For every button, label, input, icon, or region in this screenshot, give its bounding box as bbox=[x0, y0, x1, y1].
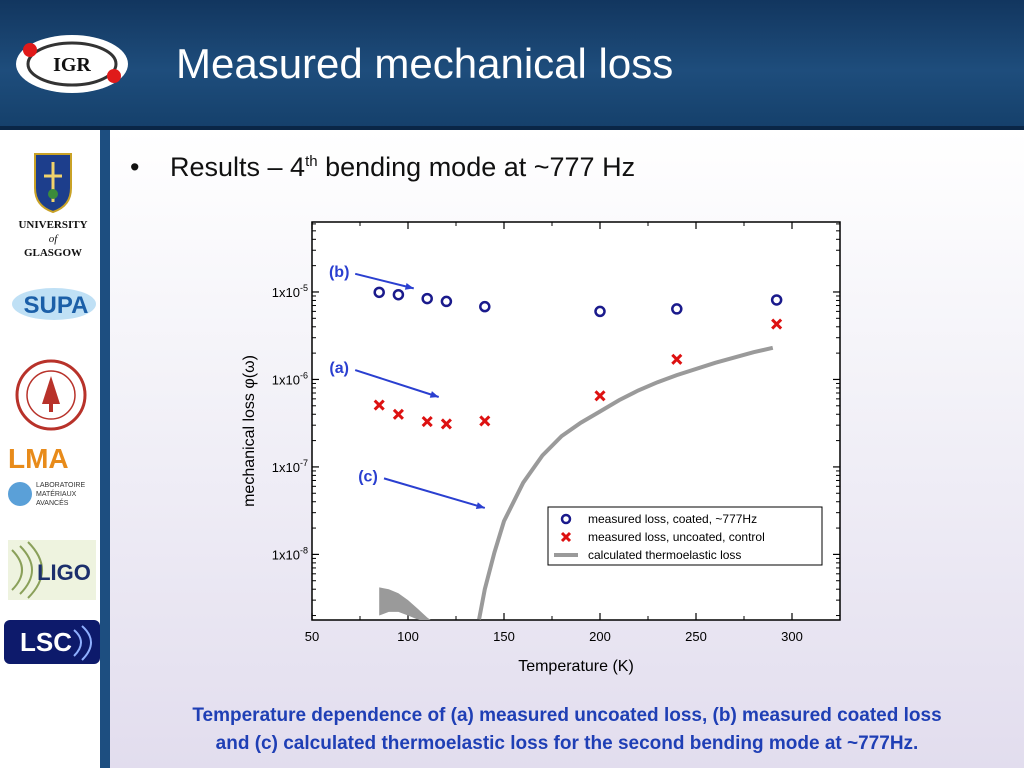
lma-logo: LMA LABORATOIRE MATÉRIAUX AVANCÉS bbox=[8, 443, 85, 507]
annotation-arrow-line bbox=[383, 477, 486, 509]
x-tick-label: 100 bbox=[397, 629, 419, 644]
coated-point bbox=[421, 292, 433, 305]
legend-entry-label: measured loss, uncoated, control bbox=[588, 530, 765, 544]
bullet-item: • Results – 4th bending mode at ~777 Hz bbox=[130, 152, 635, 183]
figure-caption: Temperature dependence of (a) measured u… bbox=[112, 702, 1022, 758]
y-tick-exponent: -7 bbox=[300, 458, 308, 468]
lsc-logo: LSC bbox=[4, 620, 100, 664]
uncoated-point bbox=[392, 408, 404, 420]
y-tick-exponent: -8 bbox=[300, 545, 308, 555]
lma-circle-icon bbox=[8, 482, 32, 506]
uncoated-point bbox=[671, 353, 683, 365]
uncoated-point bbox=[771, 318, 783, 330]
lma-sub-1: LABORATOIRE bbox=[36, 482, 85, 489]
annotation-arrow-line bbox=[354, 272, 415, 290]
glasgow-line-1: UNIVERSITY bbox=[18, 219, 87, 231]
y-tick-label: 1x10-8 bbox=[272, 545, 308, 562]
ligo-logo-text: LIGO bbox=[37, 560, 91, 585]
thermoelastic-low-band bbox=[379, 587, 431, 620]
logo-red-dot-right bbox=[107, 69, 121, 83]
x-tick-label: 200 bbox=[589, 629, 611, 644]
annotation-arrow-line bbox=[354, 369, 440, 398]
x-tick-label: 50 bbox=[305, 629, 319, 644]
coated-point bbox=[479, 300, 491, 313]
sidebar-rule bbox=[100, 130, 110, 768]
bullet-text: Results – 4 bbox=[170, 152, 306, 182]
lma-sub-3: AVANCÉS bbox=[36, 498, 69, 507]
coated-point bbox=[440, 295, 453, 308]
annotation-label: (a) bbox=[329, 360, 349, 377]
title-bar bbox=[0, 0, 1024, 128]
lma-logo-text: LMA bbox=[8, 443, 69, 474]
legend-uncoated-marker bbox=[560, 531, 572, 543]
annotation-label: (c) bbox=[358, 468, 378, 485]
legend-entry-label: calculated thermoelastic loss bbox=[588, 548, 741, 562]
ligo-logo: LIGO bbox=[8, 540, 96, 600]
glasgow-line-2: of bbox=[49, 233, 60, 245]
uncoated-point bbox=[594, 390, 606, 402]
uncoated-point bbox=[479, 415, 491, 427]
y-tick-label: 1x10-7 bbox=[272, 458, 308, 475]
y-tick-label: 1x10-5 bbox=[272, 283, 308, 300]
legend-box bbox=[547, 506, 823, 566]
thermoelastic-curve bbox=[477, 345, 774, 620]
glasgow-line-3: GLASGOW bbox=[24, 247, 82, 259]
y-tick-base: 1x10 bbox=[272, 547, 300, 562]
x-tick-label: 150 bbox=[493, 629, 515, 644]
annotation-arrowhead-icon bbox=[475, 502, 485, 509]
legend-coated-marker bbox=[560, 513, 572, 525]
annotation-label: (b) bbox=[329, 264, 349, 281]
coated-point bbox=[373, 286, 385, 299]
supa-logo: SUPA bbox=[12, 288, 96, 320]
plot-clipped-layer bbox=[379, 345, 774, 620]
coated-point bbox=[392, 288, 405, 301]
title-bar-rule bbox=[0, 126, 1024, 130]
x-axis-label: Temperature (K) bbox=[518, 658, 634, 675]
y-tick-exponent: -6 bbox=[300, 370, 308, 380]
annotation-arrowhead-icon bbox=[429, 391, 439, 398]
stanford-seal bbox=[15, 359, 87, 431]
supa-logo-text: SUPA bbox=[24, 292, 89, 319]
legend-entry-label: measured loss, coated, ~777Hz bbox=[588, 512, 757, 526]
lsc-logo-text: LSC bbox=[20, 627, 72, 657]
coated-point bbox=[770, 294, 783, 306]
tree-icon bbox=[42, 376, 60, 404]
logo-red-dot-left bbox=[23, 43, 37, 57]
y-tick-label: 1x10-6 bbox=[272, 370, 308, 387]
slide-title: Measured mechanical loss bbox=[176, 40, 674, 87]
coated-point bbox=[671, 303, 683, 315]
y-axis-label: mechanical loss φ(ω) bbox=[241, 355, 258, 507]
igr-logo-text: IGR bbox=[53, 54, 91, 76]
y-tick-base: 1x10 bbox=[272, 372, 300, 387]
bullet-text-end: bending mode at ~777 Hz bbox=[317, 152, 636, 182]
bullet-dot-icon: • bbox=[130, 152, 140, 182]
caption-line-1: Temperature dependence of (a) measured u… bbox=[192, 705, 942, 726]
x-tick-label: 250 bbox=[685, 629, 707, 644]
y-tick-base: 1x10 bbox=[272, 460, 300, 475]
lsc-wave-icon bbox=[73, 625, 92, 661]
uncoated-point bbox=[440, 418, 452, 430]
ligo-wave-icon bbox=[11, 541, 43, 599]
bullet-superscript: th bbox=[305, 153, 318, 170]
y-tick-base: 1x10 bbox=[272, 285, 300, 300]
y-tick-exponent: -5 bbox=[300, 283, 308, 293]
annotation-arrowhead-icon bbox=[404, 282, 414, 290]
lma-sub-2: MATÉRIAUX bbox=[36, 489, 77, 498]
university-of-glasgow-logo: UNIVERSITY of GLASGOW bbox=[18, 153, 88, 259]
coated-point bbox=[594, 305, 606, 318]
x-tick-label: 300 bbox=[781, 629, 803, 644]
igr-logo: IGR bbox=[16, 35, 128, 93]
caption-line-2: and (c) calculated thermoelastic loss fo… bbox=[215, 733, 919, 754]
uncoated-point bbox=[421, 416, 433, 428]
uncoated-point bbox=[373, 399, 385, 411]
